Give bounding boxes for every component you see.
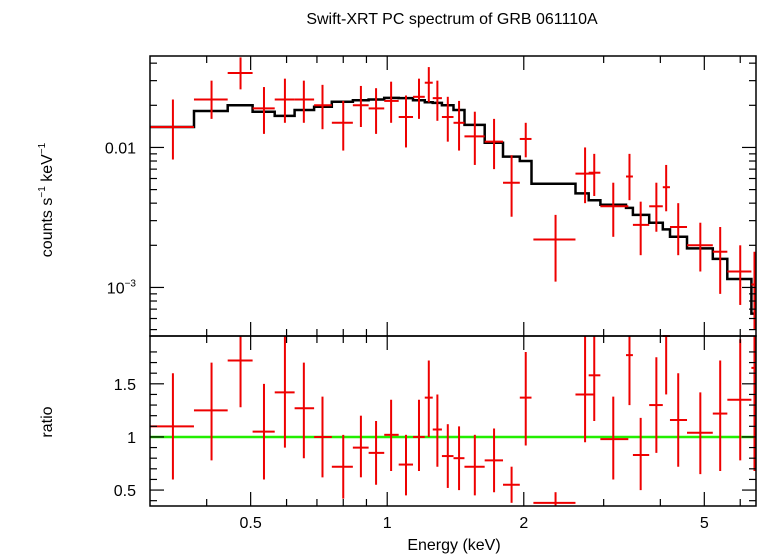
ratio-point bbox=[193, 362, 228, 461]
x-tick-label: 1 bbox=[383, 515, 392, 532]
ratio-point bbox=[464, 434, 485, 496]
y-axis-label-ratio: ratio bbox=[39, 406, 56, 437]
data-point bbox=[352, 85, 369, 127]
spectrum-y-tick-labels: 0.01 10−3 bbox=[105, 140, 137, 297]
chart-title: Swift-XRT PC spectrum of GRB 061110A bbox=[306, 11, 598, 28]
ratio-point bbox=[432, 394, 442, 467]
ratio-point bbox=[727, 339, 752, 461]
ratio-point bbox=[625, 336, 633, 406]
ratio-y-tick-label: 1.5 bbox=[114, 377, 136, 394]
ratio-point bbox=[368, 421, 385, 485]
ratio-panel-frame bbox=[149, 335, 757, 507]
data-point bbox=[503, 155, 520, 217]
y-tick-label-exponent: −3 bbox=[125, 278, 137, 289]
y-axis-label-sup1: −1 bbox=[37, 186, 48, 198]
y-axis-label-spectrum: counts s−1 keV−1 bbox=[37, 142, 56, 257]
data-point bbox=[150, 99, 194, 160]
data-point bbox=[588, 153, 601, 196]
ratio-point bbox=[533, 492, 576, 506]
y-tick-label-base: 10 bbox=[107, 280, 125, 297]
y-axis-label-sup2: −1 bbox=[37, 142, 48, 154]
data-point bbox=[274, 78, 295, 123]
data-point bbox=[441, 96, 454, 142]
data-point bbox=[533, 214, 576, 282]
ratio-point bbox=[227, 336, 253, 408]
ratio-point bbox=[150, 373, 194, 480]
ratio-point bbox=[384, 399, 399, 471]
data-point bbox=[368, 88, 385, 134]
data-point bbox=[464, 111, 485, 165]
ratio-point bbox=[669, 373, 688, 467]
axis-ticks bbox=[150, 56, 756, 506]
data-point bbox=[687, 222, 713, 272]
y-axis-label-mid: keV bbox=[39, 154, 56, 186]
data-point bbox=[193, 80, 228, 119]
ratio-point bbox=[484, 428, 504, 493]
spectrum-data-points bbox=[150, 57, 756, 330]
data-point bbox=[413, 78, 425, 119]
ratio-point bbox=[398, 434, 414, 496]
ratio-data-points bbox=[150, 335, 756, 506]
x-tick-label: 5 bbox=[700, 515, 709, 532]
ratio-point bbox=[314, 396, 332, 478]
data-point bbox=[575, 147, 594, 204]
ratio-point bbox=[453, 426, 465, 491]
data-point bbox=[600, 182, 629, 237]
ratio-point bbox=[751, 336, 756, 471]
ratio-point bbox=[294, 362, 315, 459]
ratio-point bbox=[503, 466, 520, 503]
data-point bbox=[424, 67, 433, 103]
data-point bbox=[751, 251, 756, 330]
ratio-tick-labels: 0.5 1 1.5 0.5 1 2 5 bbox=[114, 377, 709, 532]
x-axis-label: Energy (keV) bbox=[407, 537, 500, 554]
ratio-point bbox=[252, 383, 275, 480]
ratio-point bbox=[687, 392, 713, 475]
data-point bbox=[314, 84, 332, 130]
ratio-point bbox=[424, 360, 433, 437]
x-tick-label: 0.5 bbox=[240, 515, 262, 532]
y-tick-label: 0.01 bbox=[105, 140, 136, 157]
data-point bbox=[484, 118, 504, 170]
data-point bbox=[712, 227, 728, 294]
data-point bbox=[384, 81, 399, 123]
model-step-line bbox=[150, 96, 756, 315]
data-point bbox=[331, 100, 353, 151]
data-point bbox=[649, 182, 663, 232]
ratio-point bbox=[588, 336, 601, 421]
ratio-point bbox=[632, 417, 650, 491]
data-point bbox=[632, 201, 650, 256]
ratio-point bbox=[331, 434, 353, 499]
data-point bbox=[662, 164, 670, 212]
data-point bbox=[669, 203, 688, 256]
spectrum-panel-frame bbox=[149, 55, 757, 337]
x-tick-label: 2 bbox=[519, 515, 528, 532]
ratio-point bbox=[352, 415, 369, 478]
ratio-point bbox=[649, 357, 663, 453]
ratio-y-tick-label: 0.5 bbox=[114, 483, 136, 500]
data-point bbox=[432, 80, 442, 121]
ratio-point bbox=[441, 424, 454, 488]
ratio-point bbox=[600, 396, 629, 480]
ratio-y-tick-label: 1 bbox=[127, 430, 136, 447]
data-point bbox=[625, 153, 633, 201]
ratio-point bbox=[274, 336, 295, 448]
ratio-point bbox=[413, 399, 425, 471]
ratio-point bbox=[575, 336, 594, 443]
y-tick-label-base: 0.01 bbox=[105, 140, 136, 157]
data-point bbox=[519, 122, 532, 158]
data-point bbox=[227, 57, 253, 90]
data-point bbox=[453, 100, 465, 151]
ratio-point bbox=[662, 335, 670, 395]
data-point bbox=[727, 245, 752, 305]
ratio-point bbox=[712, 360, 728, 471]
data-point bbox=[294, 80, 315, 123]
y-tick-label: 10−3 bbox=[107, 278, 137, 297]
model-curve bbox=[150, 96, 756, 315]
y-axis-label-main: counts s bbox=[39, 198, 56, 258]
ratio-point bbox=[519, 351, 532, 446]
data-point bbox=[398, 95, 414, 148]
data-point bbox=[252, 87, 275, 134]
